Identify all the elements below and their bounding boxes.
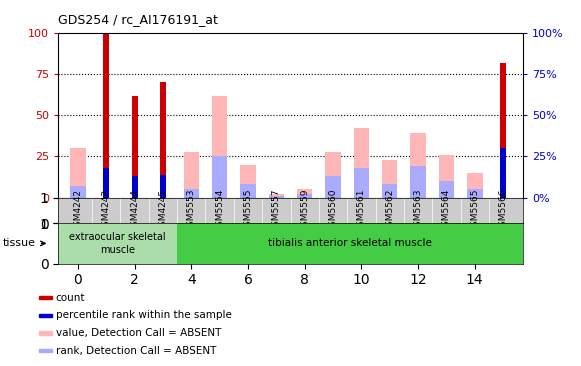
Bar <box>297 194 313 198</box>
Bar <box>70 186 86 198</box>
Text: GSM5562: GSM5562 <box>385 189 394 232</box>
Text: count: count <box>56 292 85 303</box>
Bar <box>184 152 199 198</box>
Text: extraocular skeletal
muscle: extraocular skeletal muscle <box>69 232 166 255</box>
Text: GSM4243: GSM4243 <box>102 189 111 232</box>
Text: GSM5553: GSM5553 <box>187 189 196 232</box>
Text: GDS254 / rc_AI176191_at: GDS254 / rc_AI176191_at <box>58 13 218 26</box>
Bar <box>160 82 166 198</box>
Bar <box>103 33 109 198</box>
Bar <box>160 175 166 198</box>
Bar <box>354 168 369 198</box>
Text: percentile rank within the sample: percentile rank within the sample <box>56 310 231 320</box>
Bar <box>325 152 341 198</box>
Bar <box>382 160 397 198</box>
Bar <box>382 184 397 198</box>
Bar <box>70 148 86 198</box>
Text: GSM4245: GSM4245 <box>159 189 167 232</box>
Bar <box>184 190 199 198</box>
Bar <box>268 194 284 198</box>
Bar <box>40 296 52 299</box>
Text: GSM5559: GSM5559 <box>300 189 309 232</box>
Text: GSM5564: GSM5564 <box>442 189 451 232</box>
Bar <box>40 331 52 335</box>
Bar <box>410 166 426 198</box>
Bar <box>354 128 369 198</box>
Text: tissue: tissue <box>3 238 45 249</box>
Bar <box>240 165 256 198</box>
Bar <box>325 176 341 198</box>
Text: value, Detection Call = ABSENT: value, Detection Call = ABSENT <box>56 328 221 338</box>
Text: GSM5560: GSM5560 <box>328 189 338 232</box>
Bar <box>212 157 227 198</box>
Bar <box>132 96 138 198</box>
Bar <box>212 96 227 198</box>
Bar <box>240 184 256 198</box>
Bar <box>132 176 138 198</box>
Text: GSM5566: GSM5566 <box>498 189 508 232</box>
Text: rank, Detection Call = ABSENT: rank, Detection Call = ABSENT <box>56 346 216 356</box>
Text: GSM5563: GSM5563 <box>414 189 422 232</box>
Bar <box>439 181 454 198</box>
Bar <box>103 168 109 198</box>
Bar <box>500 63 506 198</box>
Bar <box>297 190 313 198</box>
Text: GSM5557: GSM5557 <box>272 189 281 232</box>
Bar <box>40 314 52 317</box>
Bar <box>58 223 177 264</box>
Bar <box>268 196 284 198</box>
Bar <box>410 134 426 198</box>
Text: GSM4244: GSM4244 <box>130 189 139 232</box>
Bar <box>500 148 506 198</box>
Bar <box>177 223 523 264</box>
Text: GSM5554: GSM5554 <box>215 189 224 232</box>
Text: tibialis anterior skeletal muscle: tibialis anterior skeletal muscle <box>268 238 432 249</box>
Bar <box>467 173 482 198</box>
Text: GSM4242: GSM4242 <box>73 189 83 232</box>
Text: GSM5555: GSM5555 <box>243 189 253 232</box>
Bar <box>467 190 482 198</box>
Bar <box>439 155 454 198</box>
Bar <box>40 349 52 352</box>
Text: GSM5561: GSM5561 <box>357 189 366 232</box>
Text: GSM5565: GSM5565 <box>470 189 479 232</box>
